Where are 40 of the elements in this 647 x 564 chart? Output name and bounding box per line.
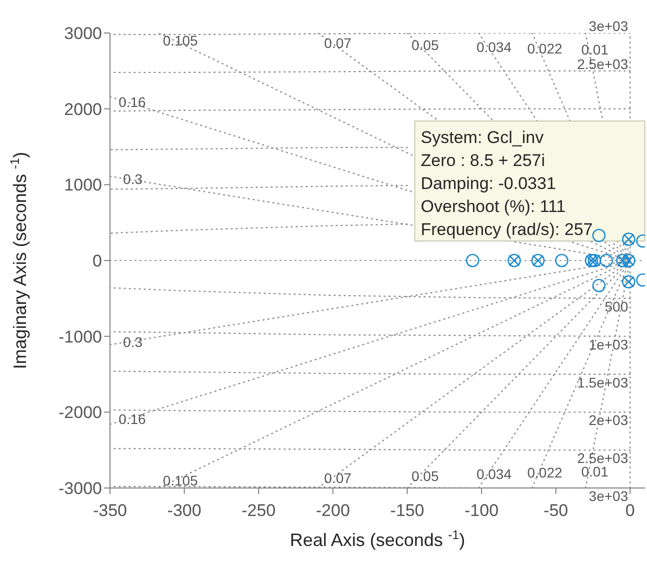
x-tick-label: -200: [316, 501, 350, 520]
series-label: 0.07: [324, 35, 352, 52]
y-tick-label: -2000: [58, 403, 102, 422]
y-tick-label: 0: [92, 252, 102, 271]
series-label: 0.105: [162, 472, 198, 489]
x-tick-label: -300: [167, 501, 202, 520]
x-tick-label: -50: [544, 501, 568, 520]
x-tick-label: -100: [464, 501, 499, 520]
series-label: 0.16: [118, 411, 146, 428]
y-tick-label: 2000: [64, 100, 102, 119]
x-tick-label: -250: [242, 501, 276, 520]
x-axis-title: Real Axis (seconds $^{-1}$): [290, 528, 466, 550]
series-label: 0.05: [411, 37, 439, 54]
y-tick-label: 1000: [64, 176, 102, 195]
series-label: 1e+03: [588, 336, 628, 352]
series-label: 0.3: [123, 334, 143, 350]
data-tip-box: System: Gcl_inv Zero : 8.5 + 257i Damping: -0.0331 Overshoot (%): 111 Frequency (rad/s): 257: [414, 120, 646, 242]
annotation: System: Gcl_inv Zero : 8.5 + 257i Damping: -0.0331 Overshoot (%): 111 Frequency (rad/s): 257: [420, 128, 593, 240]
series-label: 0.034: [476, 39, 512, 56]
series-label: 0.01: [581, 42, 609, 58]
series-label: 0.105: [162, 32, 198, 48]
series-label: 0.022: [527, 464, 563, 480]
y-tick-label: -1000: [58, 327, 102, 346]
y-tick-label: 3000: [64, 24, 102, 44]
series-label: 3e+03: [588, 18, 628, 34]
y-tick-label: -3000: [58, 479, 102, 498]
series-label: 0.16: [118, 94, 146, 110]
series-label: 0.05: [411, 468, 439, 484]
series-label: 2.5e+03: [577, 56, 628, 72]
series-label: 2e+03: [588, 412, 628, 428]
x-tick-label: -350: [92, 501, 128, 520]
series-label: 0.034: [476, 466, 512, 482]
series-label: 0.3: [123, 171, 143, 188]
series-label: 0.022: [527, 40, 563, 57]
series-label: 0.07: [324, 470, 352, 486]
series-label: 500: [604, 298, 628, 314]
series-label: 3e+03: [588, 488, 628, 504]
x-tick-label: -150: [390, 501, 424, 520]
series-label: 1.5e+03: [577, 374, 628, 390]
x-tick-label: 0: [625, 501, 635, 520]
